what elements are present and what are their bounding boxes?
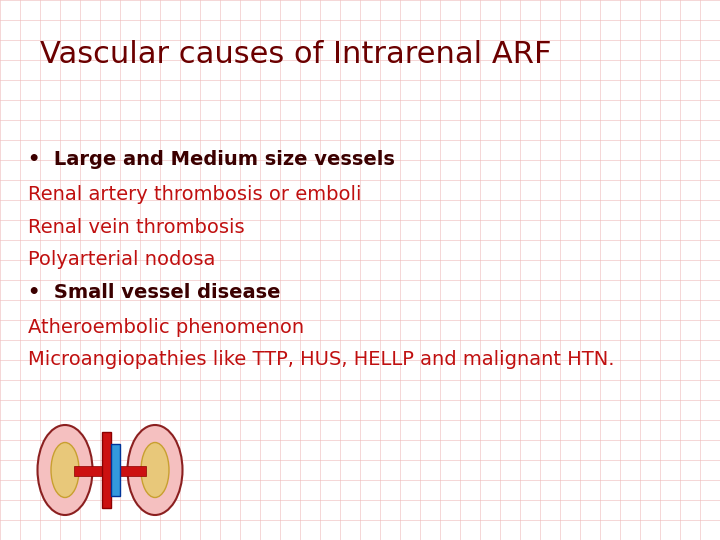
Text: Renal vein thrombosis: Renal vein thrombosis xyxy=(28,218,245,237)
Text: Microangiopathies like TTP, HUS, HELLP and malignant HTN.: Microangiopathies like TTP, HUS, HELLP a… xyxy=(28,350,614,369)
Ellipse shape xyxy=(37,425,92,515)
Ellipse shape xyxy=(51,442,79,497)
Bar xyxy=(111,444,120,496)
Text: Vascular causes of Intrarenal ARF: Vascular causes of Intrarenal ARF xyxy=(40,40,552,69)
Text: •  Small vessel disease: • Small vessel disease xyxy=(28,283,281,302)
Ellipse shape xyxy=(141,442,169,497)
Bar xyxy=(74,466,102,476)
Text: Atheroembolic phenomenon: Atheroembolic phenomenon xyxy=(28,318,304,337)
Ellipse shape xyxy=(127,425,182,515)
Bar xyxy=(102,432,111,508)
Text: Renal artery thrombosis or emboli: Renal artery thrombosis or emboli xyxy=(28,185,361,204)
Text: Polyarterial nodosa: Polyarterial nodosa xyxy=(28,250,215,269)
Bar xyxy=(120,466,146,476)
Text: •  Large and Medium size vessels: • Large and Medium size vessels xyxy=(28,150,395,169)
